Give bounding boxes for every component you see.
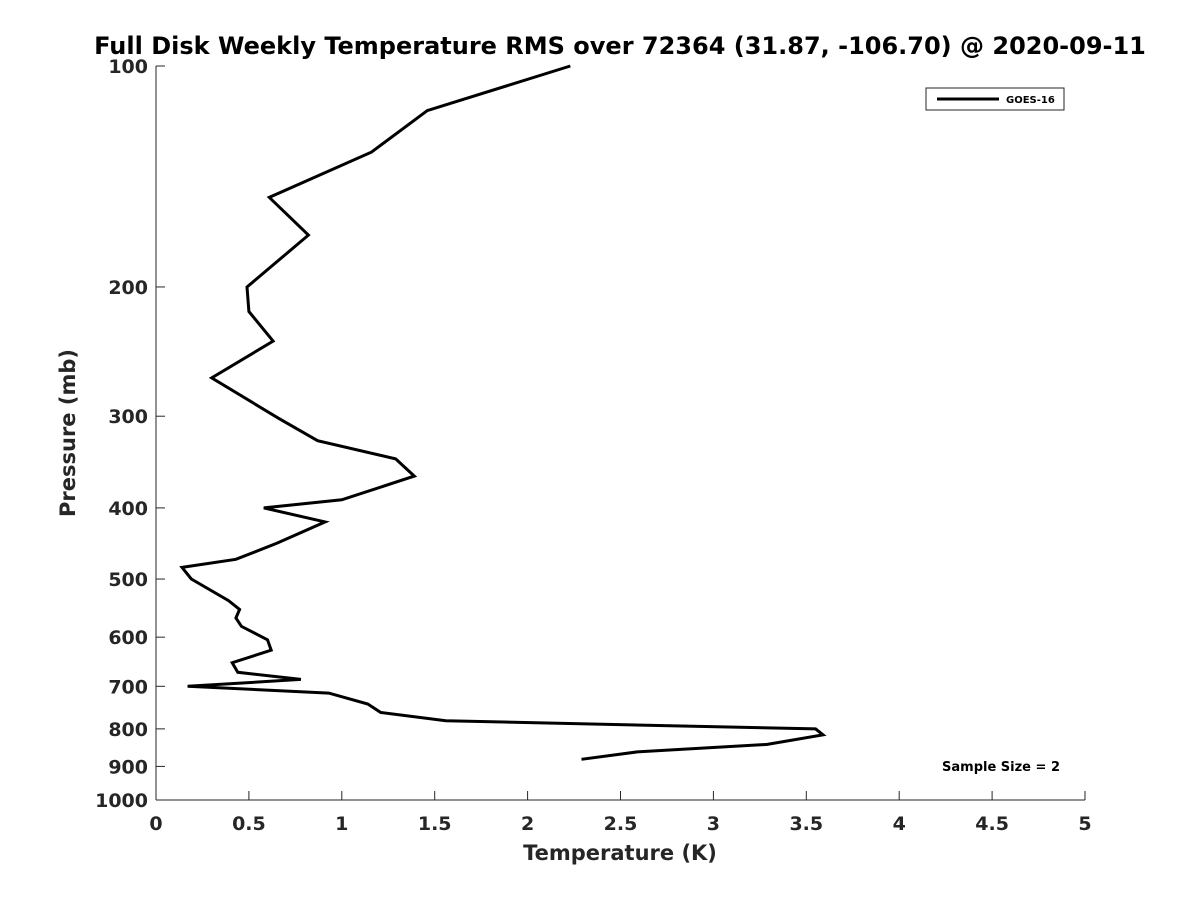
series-line-goes-16 <box>179 64 827 761</box>
y-tick-label: 800 <box>108 719 148 741</box>
y-tick-label: 100 <box>108 56 148 78</box>
x-ticks: 0 0.5 1 1.5 2 2.5 3 3.5 4 4.5 5 <box>149 791 1092 835</box>
y-tick-label: 700 <box>108 676 148 698</box>
series-layer <box>179 64 827 761</box>
x-tick-label: 2 <box>521 813 534 835</box>
y-tick-label: 900 <box>108 756 148 778</box>
y-axis-label: Pressure (mb) <box>56 349 80 517</box>
y-tick-label: 500 <box>108 569 148 591</box>
y-ticks: 100 200 300 400 500 600 700 800 900 1000 <box>95 56 165 812</box>
chart-title: Full Disk Weekly Temperature RMS over 72… <box>94 32 1146 60</box>
x-tick-label: 3.5 <box>789 813 823 835</box>
x-tick-label: 0 <box>149 813 162 835</box>
x-tick-label: 0.5 <box>232 813 266 835</box>
y-tick-label: 1000 <box>95 790 148 812</box>
x-tick-label: 3 <box>707 813 720 835</box>
y-tick-label: 200 <box>108 277 148 299</box>
x-tick-label: 1 <box>335 813 348 835</box>
x-tick-label: 5 <box>1078 813 1091 835</box>
plot-box <box>155 66 1085 801</box>
sample-size-annotation: Sample Size = 2 <box>942 760 1060 775</box>
x-tick-label: 4.5 <box>975 813 1009 835</box>
legend: GOES-16 <box>925 87 1065 111</box>
x-tick-label: 1.5 <box>418 813 452 835</box>
legend-label-goes-16: GOES-16 <box>1006 95 1055 106</box>
y-tick-label: 400 <box>108 498 148 520</box>
x-tick-label: 4 <box>893 813 906 835</box>
y-tick-label: 600 <box>108 627 148 649</box>
x-axis-label: Temperature (K) <box>523 841 717 865</box>
x-tick-label: 2.5 <box>604 813 638 835</box>
y-tick-label: 300 <box>108 406 148 428</box>
